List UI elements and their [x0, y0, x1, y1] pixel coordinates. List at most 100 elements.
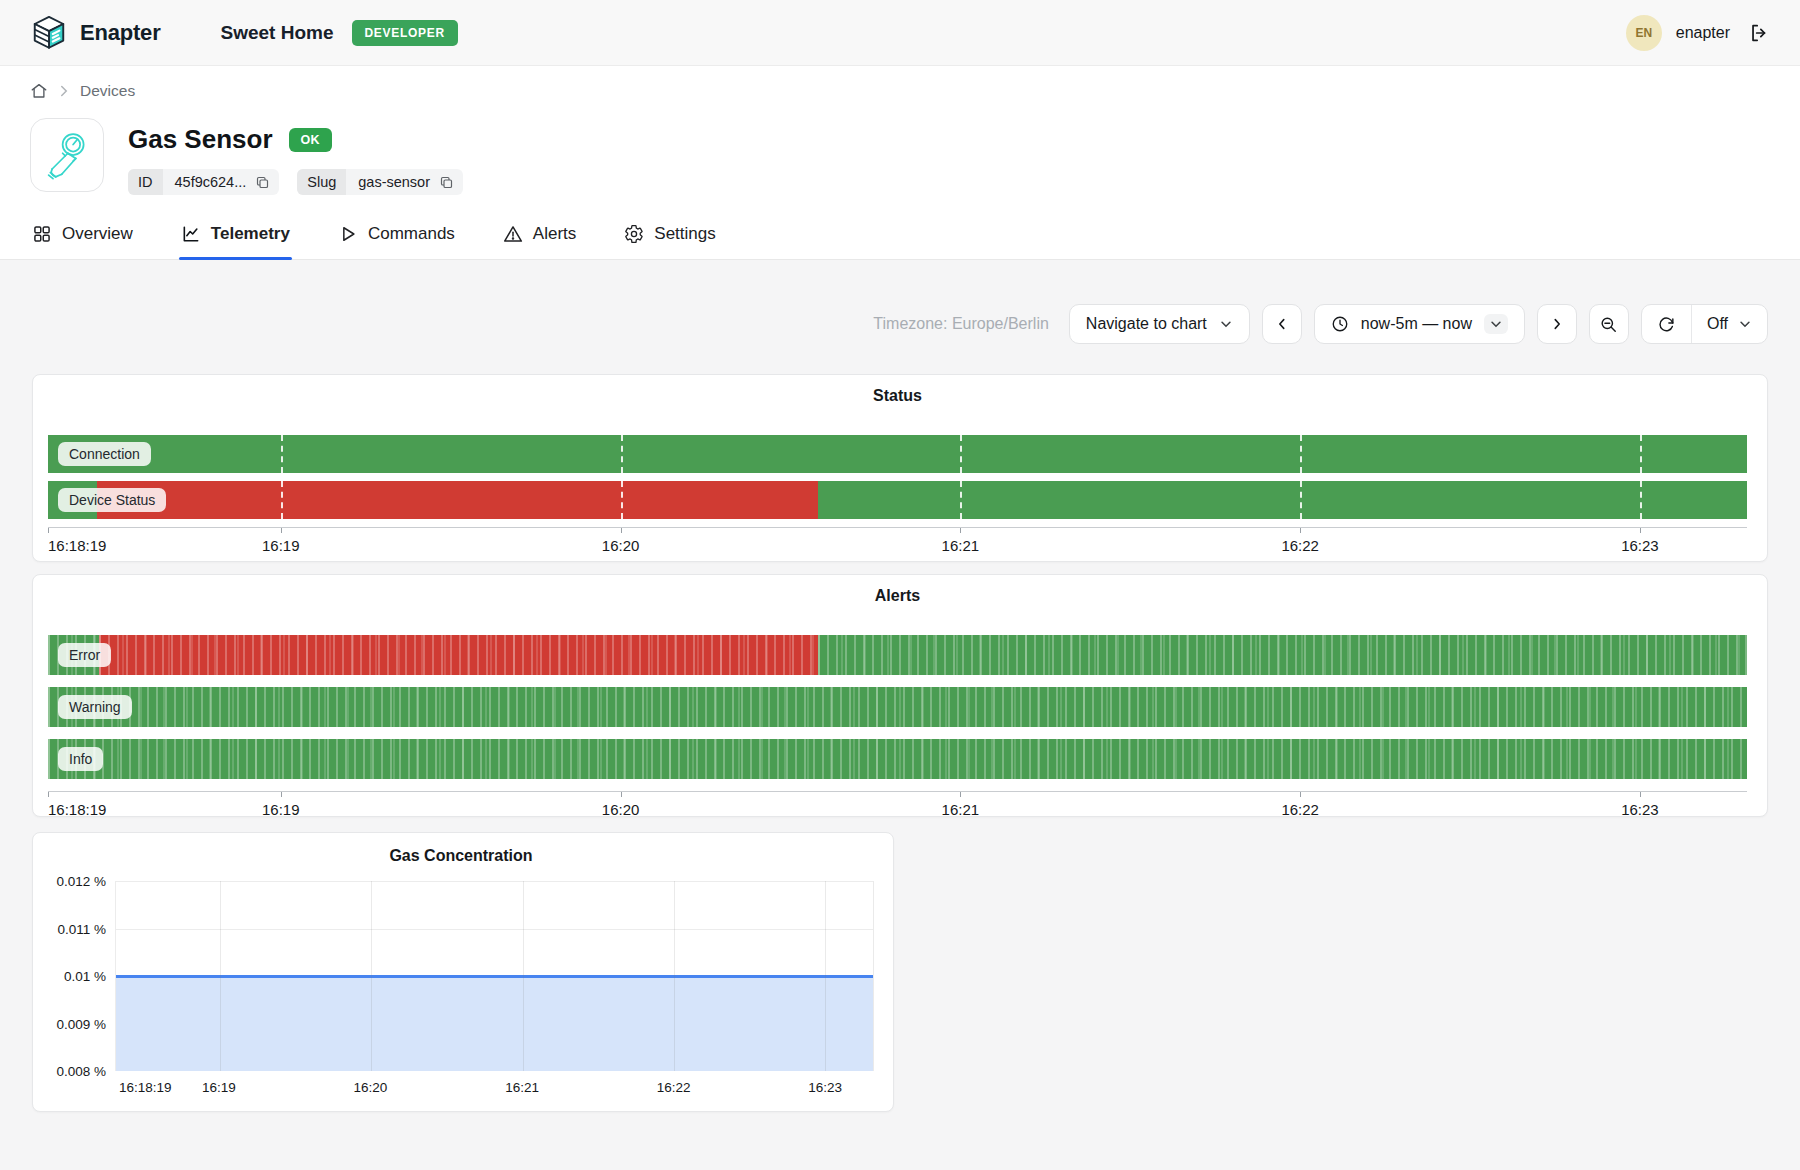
- tick-mark: [960, 792, 961, 797]
- copy-slug-button[interactable]: [436, 175, 463, 190]
- home-icon[interactable]: [30, 82, 48, 100]
- axis-tick-label: 16:22: [1281, 801, 1319, 818]
- auto-refresh-dropdown[interactable]: Off: [1691, 305, 1767, 343]
- timeline-bars[interactable]: ErrorWarningInfo: [48, 635, 1747, 779]
- gridline: [960, 435, 962, 473]
- status-chart[interactable]: ConnectionDevice Status 16:18:19 16:19 16:2…: [48, 435, 1747, 559]
- y-axis-tick-label: 0.01 %: [64, 969, 106, 984]
- status-chart-card: Status ConnectionDevice Status16:18:1916…: [32, 374, 1768, 562]
- axis-tick-label: 16:23: [1621, 537, 1659, 554]
- series-line: [116, 975, 873, 978]
- gridline: [1640, 481, 1642, 519]
- timeline-segment-error: [99, 635, 818, 675]
- warning-icon: [503, 224, 523, 244]
- tick-mark: [48, 528, 49, 533]
- series-area-fill: [116, 976, 873, 1071]
- gridline: [281, 435, 283, 473]
- refresh-button[interactable]: [1642, 305, 1691, 343]
- chevron-down-icon: [1738, 317, 1752, 331]
- refresh-icon: [1657, 315, 1676, 334]
- user-menu[interactable]: EN enapter: [1626, 15, 1730, 51]
- logout-button[interactable]: [1748, 22, 1770, 44]
- timeline-segment-ok: [818, 635, 1747, 675]
- active-tab-underline: [179, 257, 292, 260]
- avatar: EN: [1626, 15, 1662, 51]
- slug-chip-value: gas-sensor: [346, 169, 436, 195]
- gas-concentration-chart[interactable]: 0.012 %0.011 %0.01 %0.009 %0.008 % 16:18…: [49, 881, 873, 1099]
- timezone-label: Timezone: Europe/Berlin: [873, 315, 1049, 333]
- gridline-horizontal: [116, 929, 873, 930]
- chart-title: Gas Concentration: [49, 835, 873, 865]
- gridline: [281, 481, 283, 519]
- page-title: Gas Sensor: [128, 124, 273, 155]
- chart-toolbar: Timezone: Europe/Berlin Navigate to char…: [32, 260, 1768, 344]
- time-range-back-button[interactable]: [1262, 304, 1302, 344]
- tab-label: Overview: [62, 224, 133, 244]
- slug-chip-label: Slug: [297, 169, 346, 195]
- series-label: Info: [58, 747, 103, 771]
- time-range-button[interactable]: now-5m — now: [1314, 304, 1525, 344]
- axis-tick-label: 16:18:19: [48, 537, 106, 554]
- zoom-out-icon: [1599, 315, 1618, 334]
- tick-mark: [1640, 792, 1641, 797]
- tab-telemetry[interactable]: Telemetry: [179, 211, 292, 259]
- timeline-segment-ok: [48, 739, 1747, 779]
- tab-label: Settings: [654, 224, 715, 244]
- axis-tick-label: 16:18:19: [48, 801, 106, 818]
- time-range-forward-button[interactable]: [1537, 304, 1577, 344]
- tab-alerts[interactable]: Alerts: [501, 211, 578, 259]
- device-slug-chip: Slug gas-sensor: [297, 169, 463, 195]
- device-avatar: [30, 118, 104, 192]
- x-axis-tick-label: 16:18:19: [119, 1080, 172, 1095]
- gridline-vertical: [220, 881, 221, 1071]
- navigate-to-chart-button[interactable]: Navigate to chart: [1069, 304, 1250, 344]
- y-axis-tick-label: 0.011 %: [57, 921, 106, 936]
- timeline-row-warning: Warning: [48, 687, 1747, 727]
- y-axis-tick-label: 0.009 %: [56, 1016, 106, 1031]
- id-chip-value: 45f9c624...: [163, 169, 253, 195]
- brand[interactable]: Enapter: [30, 14, 161, 52]
- tab-overview[interactable]: Overview: [30, 211, 135, 259]
- enapter-logo-icon: [30, 14, 68, 52]
- zoom-out-button[interactable]: [1589, 304, 1629, 344]
- time-axis: 16:18:19 16:19 16:20 16:21 16:22 16:23: [48, 527, 1747, 559]
- x-axis-tick-label: 16:23: [808, 1080, 842, 1095]
- grid-icon: [32, 224, 52, 244]
- gas-sensor-icon: [39, 127, 95, 183]
- gas-concentration-chart-card: Gas Concentration 0.012 % 0.011 % 0.01 % 0.…: [32, 832, 894, 1112]
- tab-commands[interactable]: Commands: [336, 211, 457, 259]
- y-axis-tick-label: 0.012 %: [56, 874, 106, 889]
- alerts-chart-card: Alerts ErrorWarningInfo16:18:1916:1916:2…: [32, 574, 1768, 817]
- gridline: [1640, 435, 1642, 473]
- axis-tick-label: 16:20: [602, 801, 640, 818]
- timeline-row-info: Info: [48, 739, 1747, 779]
- axis-tick-label: 16:20: [602, 537, 640, 554]
- tab-settings[interactable]: Settings: [622, 211, 717, 259]
- tick-mark: [960, 528, 961, 533]
- main-content: Timezone: Europe/Berlin Navigate to char…: [0, 260, 1800, 1170]
- axis-tick-label: 16:19: [262, 537, 300, 554]
- chevron-right-icon: [1550, 317, 1564, 331]
- alerts-chart[interactable]: ErrorWarningInfo16:18:1916:1916:2016:211…: [48, 635, 1747, 823]
- gridline: [1300, 481, 1302, 519]
- x-axis-tick-label: 16:20: [354, 1080, 388, 1095]
- axis-tick-label: 16:21: [942, 537, 980, 554]
- timeline-bars[interactable]: ConnectionDevice Status: [48, 435, 1747, 519]
- tab-label: Commands: [368, 224, 455, 244]
- tick-mark: [48, 792, 49, 797]
- top-bar: Enapter Sweet Home DEVELOPER EN enapter: [0, 0, 1800, 66]
- username: enapter: [1676, 24, 1730, 42]
- gridline-vertical: [371, 881, 372, 1071]
- tick-mark: [621, 528, 622, 533]
- copy-id-button[interactable]: [252, 175, 279, 190]
- axis-tick-label: 16:22: [1281, 537, 1319, 554]
- axis-tick-label: 16:23: [1621, 801, 1659, 818]
- play-icon: [338, 224, 358, 244]
- time-axis: 16:18:1916:1916:2016:2116:2216:23: [48, 791, 1747, 823]
- tick-mark: [621, 792, 622, 797]
- breadcrumb-devices[interactable]: Devices: [80, 82, 135, 100]
- gridline: [960, 481, 962, 519]
- y-axis-labels: 0.012 %0.011 %0.01 %0.009 %0.008 %: [49, 881, 115, 1071]
- x-axis-labels: 16:18:1916:1916:2016:2116:2216:23: [115, 1071, 873, 1099]
- plot-area[interactable]: [115, 881, 873, 1071]
